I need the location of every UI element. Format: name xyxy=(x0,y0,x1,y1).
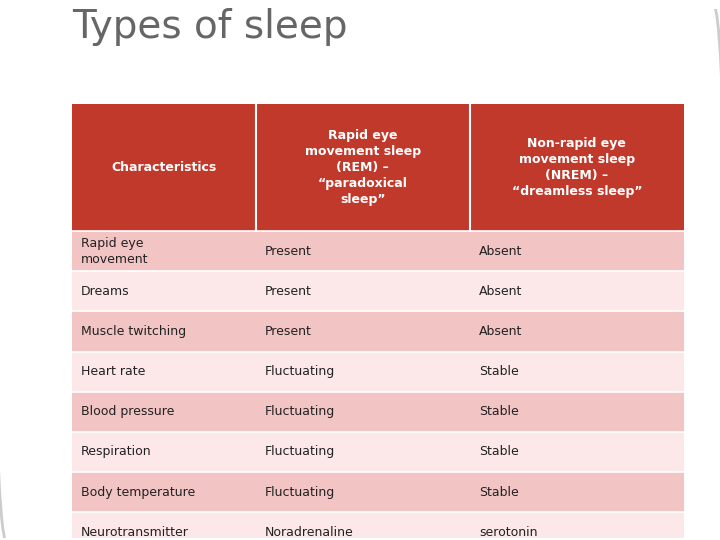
Bar xyxy=(72,512,684,540)
Bar xyxy=(72,472,684,512)
Text: Rapid eye
movement sleep
(REM) –
“paradoxical
sleep”: Rapid eye movement sleep (REM) – “parado… xyxy=(305,129,420,206)
Text: Stable: Stable xyxy=(479,485,518,498)
Text: Non-rapid eye
movement sleep
(NREM) –
“dreamless sleep”: Non-rapid eye movement sleep (NREM) – “d… xyxy=(512,137,642,198)
Text: Blood pressure: Blood pressure xyxy=(81,406,174,419)
Bar xyxy=(72,271,684,312)
Text: Stable: Stable xyxy=(479,406,518,419)
Text: Stable: Stable xyxy=(479,446,518,458)
Text: Muscle twitching: Muscle twitching xyxy=(81,325,186,338)
Text: Fluctuating: Fluctuating xyxy=(265,485,335,498)
Text: Types of sleep: Types of sleep xyxy=(72,8,348,46)
Text: Present: Present xyxy=(265,245,312,258)
Text: Fluctuating: Fluctuating xyxy=(265,406,335,419)
Text: Characteristics: Characteristics xyxy=(111,161,217,174)
Text: Absent: Absent xyxy=(479,245,522,258)
Text: Noradrenaline: Noradrenaline xyxy=(265,526,354,539)
Text: Respiration: Respiration xyxy=(81,446,152,458)
Text: Body temperature: Body temperature xyxy=(81,485,195,498)
Text: Heart rate: Heart rate xyxy=(81,365,145,378)
Bar xyxy=(72,432,684,472)
Text: Stable: Stable xyxy=(479,365,518,378)
Text: Absent: Absent xyxy=(479,285,522,298)
Bar xyxy=(72,312,684,352)
Text: Neurotransmitter: Neurotransmitter xyxy=(81,526,189,539)
Text: Absent: Absent xyxy=(479,325,522,338)
Text: serotonin: serotonin xyxy=(479,526,537,539)
Text: Present: Present xyxy=(265,325,312,338)
Text: Present: Present xyxy=(265,285,312,298)
Bar xyxy=(72,392,684,432)
Text: Fluctuating: Fluctuating xyxy=(265,365,335,378)
Text: Dreams: Dreams xyxy=(81,285,130,298)
Text: Fluctuating: Fluctuating xyxy=(265,446,335,458)
Bar xyxy=(72,352,684,392)
Bar xyxy=(72,231,684,271)
Text: Rapid eye
movement: Rapid eye movement xyxy=(81,237,149,266)
